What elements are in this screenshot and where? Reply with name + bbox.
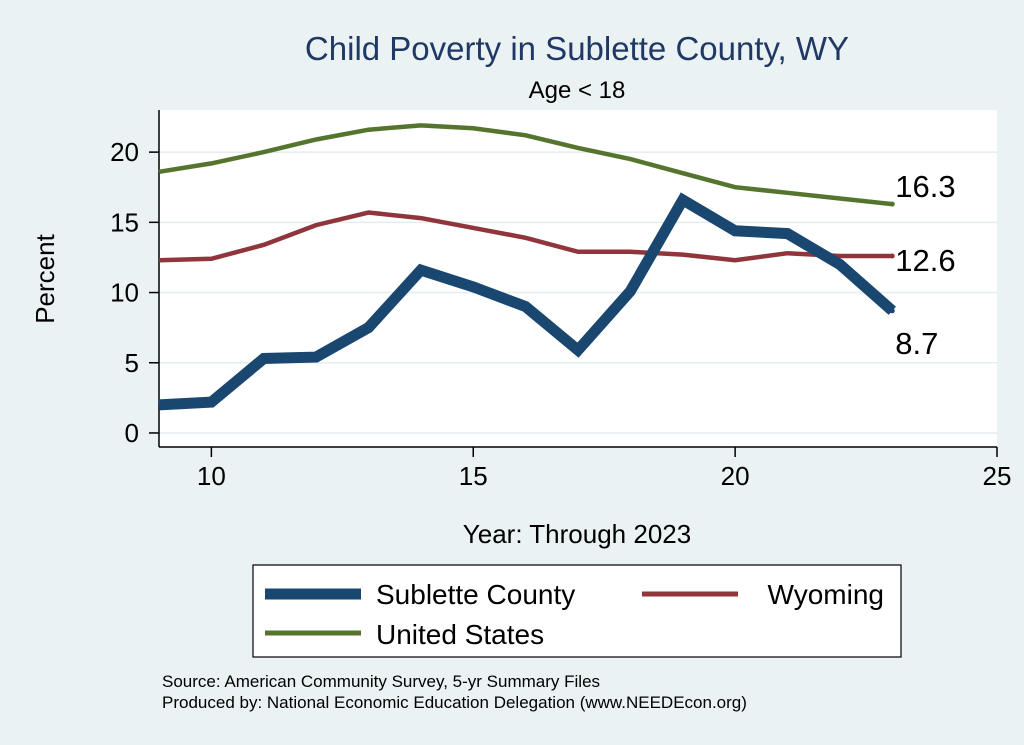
x-tick-label-25: 25 (983, 461, 1012, 491)
series-end-point-sublette-county (889, 308, 895, 314)
source-line-1: Source: American Community Survey, 5-yr … (162, 672, 600, 691)
end-label-sublette-county: 8.7 (895, 326, 938, 361)
series-lines (158, 123, 896, 411)
x-tick-label-20: 20 (721, 461, 750, 491)
legend: Sublette County Wyoming United States (265, 579, 884, 650)
series-line-united-states (158, 123, 893, 207)
y-tick-label-20: 20 (110, 137, 139, 167)
y-tick-label-0: 0 (125, 418, 139, 448)
series-line-wyoming (158, 210, 893, 263)
source-note: Source: American Community Survey, 5-yr … (162, 672, 747, 712)
x-tick-label-10: 10 (197, 461, 226, 491)
x-tick-label-15: 15 (459, 461, 488, 491)
chart-subtitle: Age < 18 (529, 77, 626, 104)
plot-area (159, 110, 997, 447)
end-label-wyoming: 12.6 (895, 243, 955, 278)
series-end-point-united-states (889, 201, 895, 207)
y-tick-label-10: 10 (110, 278, 139, 308)
source-line-2: Produced by: National Economic Education… (162, 693, 747, 712)
y-tick-label-5: 5 (125, 348, 139, 378)
x-axis-label: Year: Through 2023 (463, 519, 691, 549)
legend-label-wyoming: Wyoming (768, 579, 884, 610)
legend-box (252, 564, 902, 658)
end-label-united-states: 16.3 (895, 169, 955, 204)
end-labels: 8.7 12.6 16.3 (895, 169, 955, 361)
legend-label-united-states: United States (376, 619, 544, 650)
chart-title: Child Poverty in Sublette County, WY (305, 30, 849, 67)
series-end-point-wyoming (889, 253, 895, 259)
legend-label-sublette-county: Sublette County (376, 579, 575, 610)
series-line-sublette-county (158, 192, 896, 411)
y-axis-label: Percent (30, 233, 60, 323)
y-ticks: 0 5 10 15 20 (110, 137, 159, 448)
y-tick-label-15: 15 (110, 207, 139, 237)
x-ticks: 10 15 20 25 (197, 447, 1012, 491)
